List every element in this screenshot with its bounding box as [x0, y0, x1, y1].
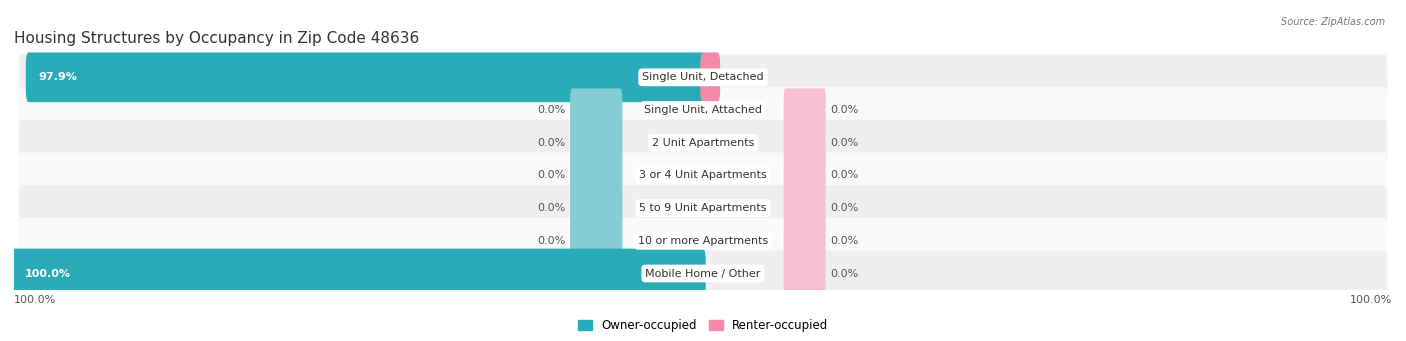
- Text: 0.0%: 0.0%: [537, 203, 565, 213]
- Legend: Owner-occupied, Renter-occupied: Owner-occupied, Renter-occupied: [572, 314, 834, 337]
- Text: 2.1%: 2.1%: [728, 72, 756, 82]
- Text: 0.0%: 0.0%: [537, 138, 565, 148]
- FancyBboxPatch shape: [569, 219, 623, 262]
- FancyBboxPatch shape: [11, 249, 706, 298]
- FancyBboxPatch shape: [569, 121, 623, 164]
- FancyBboxPatch shape: [783, 219, 825, 262]
- FancyBboxPatch shape: [569, 154, 623, 197]
- FancyBboxPatch shape: [18, 152, 1388, 198]
- FancyBboxPatch shape: [569, 187, 623, 230]
- FancyBboxPatch shape: [18, 218, 1388, 264]
- Text: 0.0%: 0.0%: [831, 105, 859, 115]
- Text: 2 Unit Apartments: 2 Unit Apartments: [652, 138, 754, 148]
- FancyBboxPatch shape: [783, 154, 825, 197]
- FancyBboxPatch shape: [700, 53, 720, 102]
- FancyBboxPatch shape: [18, 251, 1388, 296]
- FancyBboxPatch shape: [783, 88, 825, 132]
- Text: 0.0%: 0.0%: [831, 170, 859, 180]
- Text: Source: ZipAtlas.com: Source: ZipAtlas.com: [1281, 17, 1385, 27]
- Text: 0.0%: 0.0%: [831, 203, 859, 213]
- Text: 0.0%: 0.0%: [831, 268, 859, 279]
- Text: 100.0%: 100.0%: [24, 268, 70, 279]
- FancyBboxPatch shape: [18, 55, 1388, 100]
- FancyBboxPatch shape: [783, 252, 825, 295]
- Text: 0.0%: 0.0%: [537, 170, 565, 180]
- Text: 0.0%: 0.0%: [831, 236, 859, 246]
- FancyBboxPatch shape: [18, 185, 1388, 231]
- Text: 0.0%: 0.0%: [537, 236, 565, 246]
- Text: 100.0%: 100.0%: [14, 295, 56, 305]
- Text: Housing Structures by Occupancy in Zip Code 48636: Housing Structures by Occupancy in Zip C…: [14, 31, 419, 46]
- Text: 100.0%: 100.0%: [1350, 295, 1392, 305]
- FancyBboxPatch shape: [569, 88, 623, 132]
- Text: Single Unit, Detached: Single Unit, Detached: [643, 72, 763, 82]
- FancyBboxPatch shape: [18, 120, 1388, 166]
- Text: 10 or more Apartments: 10 or more Apartments: [638, 236, 768, 246]
- FancyBboxPatch shape: [18, 87, 1388, 133]
- FancyBboxPatch shape: [783, 187, 825, 230]
- FancyBboxPatch shape: [783, 121, 825, 164]
- Text: Single Unit, Attached: Single Unit, Attached: [644, 105, 762, 115]
- Text: 5 to 9 Unit Apartments: 5 to 9 Unit Apartments: [640, 203, 766, 213]
- Text: 3 or 4 Unit Apartments: 3 or 4 Unit Apartments: [640, 170, 766, 180]
- Text: 0.0%: 0.0%: [831, 138, 859, 148]
- Text: 0.0%: 0.0%: [537, 105, 565, 115]
- Text: 97.9%: 97.9%: [39, 72, 77, 82]
- FancyBboxPatch shape: [25, 53, 706, 102]
- Text: Mobile Home / Other: Mobile Home / Other: [645, 268, 761, 279]
